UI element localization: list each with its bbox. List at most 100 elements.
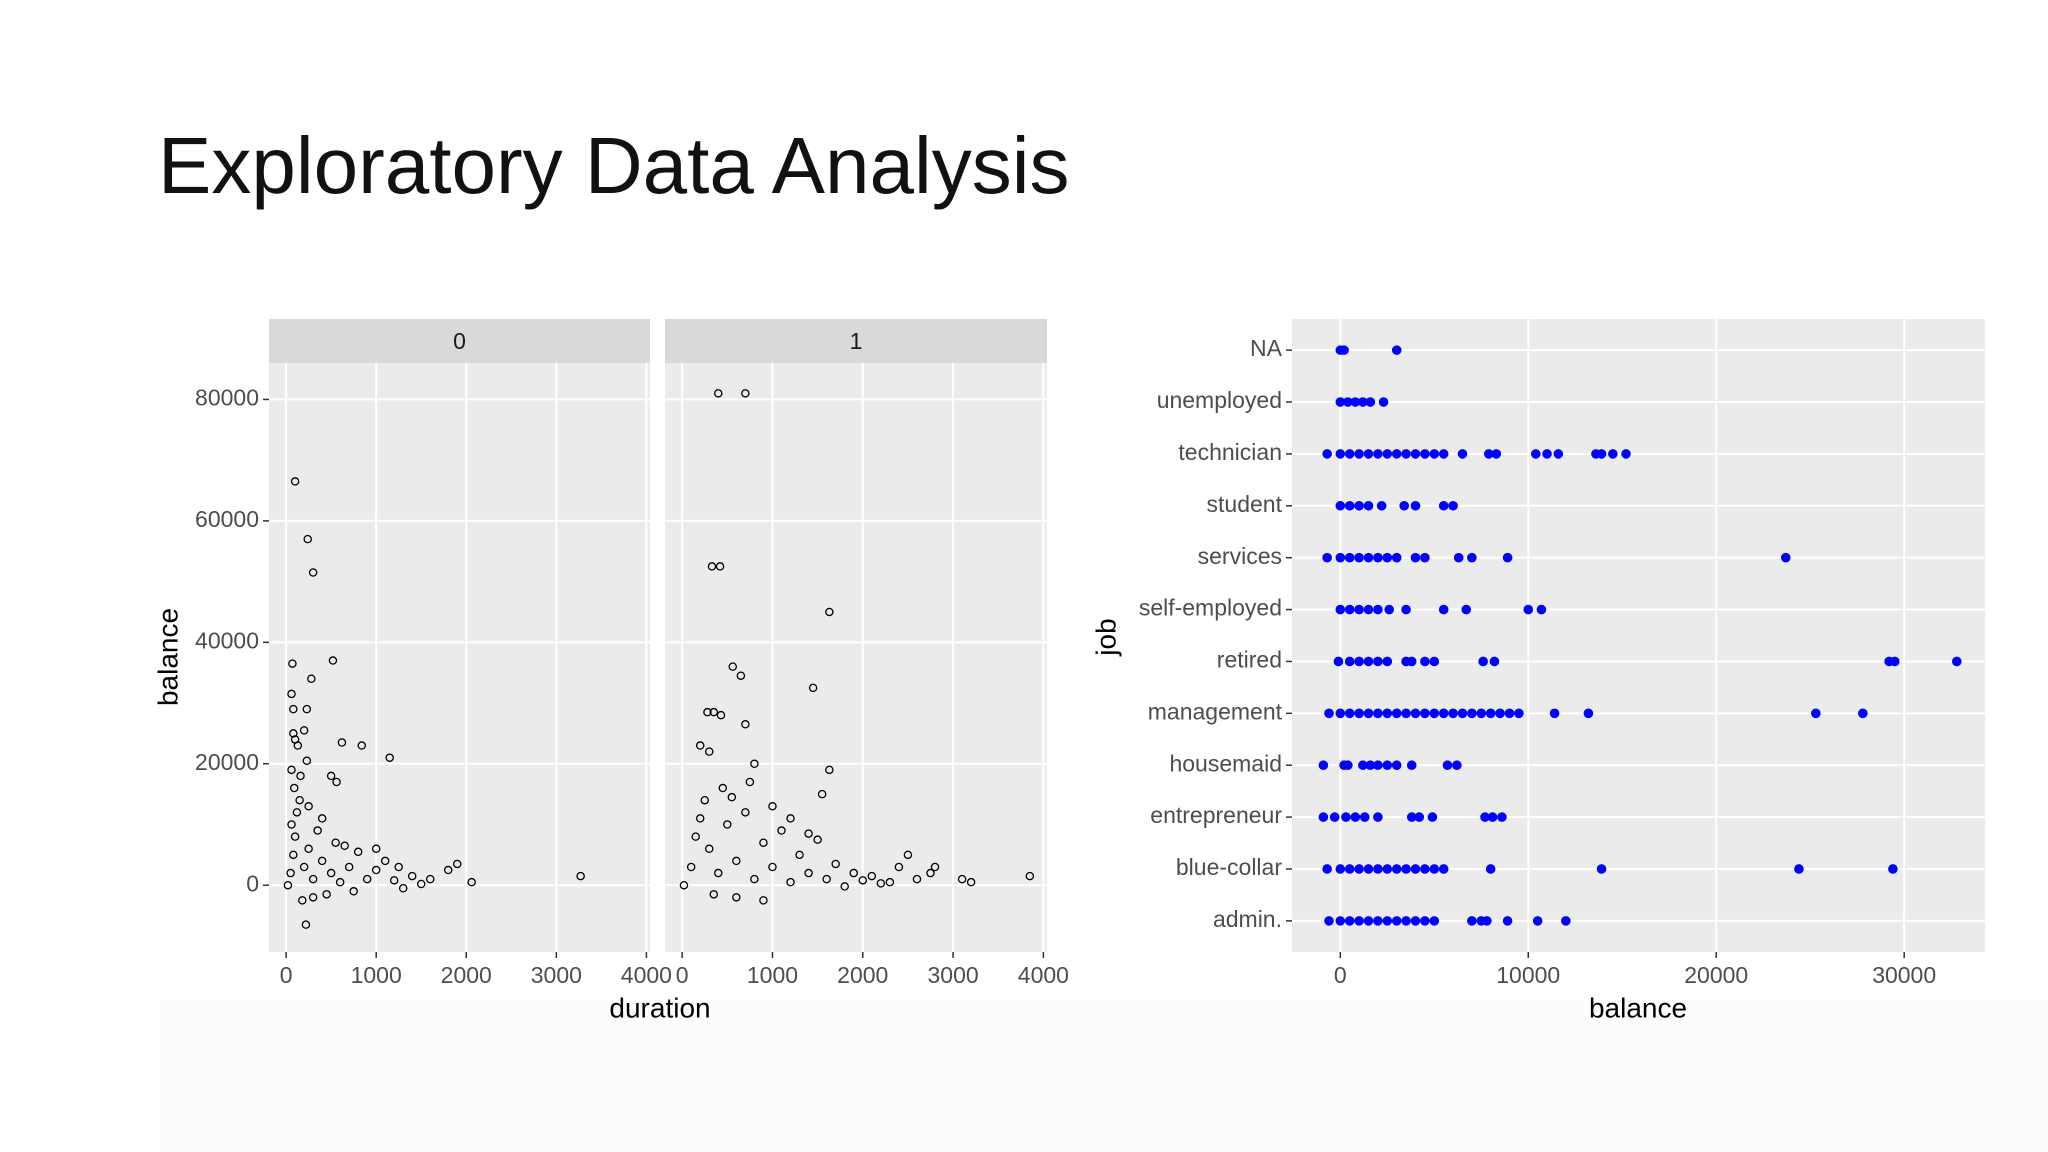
- point: [831, 859, 840, 869]
- point: [1358, 760, 1368, 771]
- point: [292, 808, 302, 817]
- point: [1363, 500, 1374, 511]
- point: [1888, 864, 1898, 874]
- point: [317, 856, 327, 866]
- point: [1382, 864, 1393, 874]
- point: [337, 738, 347, 747]
- point: [1794, 864, 1804, 874]
- panel-background: [665, 363, 1047, 952]
- point: [686, 862, 696, 872]
- point: [1363, 864, 1374, 874]
- point: [1318, 760, 1329, 771]
- point: [1354, 864, 1364, 874]
- point: [293, 741, 303, 750]
- point: [736, 671, 746, 680]
- point: [1344, 656, 1355, 667]
- point: [1596, 449, 1607, 459]
- panel-background: [1292, 319, 1985, 952]
- point: [1344, 449, 1355, 459]
- point: [732, 856, 741, 866]
- point: [1410, 552, 1421, 563]
- point: [335, 877, 345, 887]
- point: [1410, 864, 1421, 874]
- point: [1382, 916, 1393, 926]
- point: [1344, 604, 1355, 615]
- point: [1420, 552, 1430, 563]
- point: [326, 868, 336, 878]
- point: [1504, 708, 1515, 719]
- point: [1429, 708, 1440, 719]
- point: [326, 771, 336, 781]
- point: [1363, 916, 1374, 926]
- point: [714, 868, 723, 878]
- point: [1453, 552, 1464, 563]
- point: [467, 877, 476, 887]
- point: [1341, 812, 1351, 822]
- point: [1438, 449, 1449, 459]
- point: [1438, 708, 1449, 719]
- point: [332, 777, 341, 787]
- point: [741, 389, 750, 398]
- point: [289, 729, 298, 738]
- point: [1401, 864, 1411, 874]
- point: [759, 838, 768, 847]
- y-tick-label: unemployed: [1157, 387, 1282, 413]
- point: [957, 874, 967, 884]
- point: [695, 741, 705, 750]
- point: [700, 795, 709, 805]
- y-tick-label: 40000: [195, 627, 259, 653]
- point: [691, 832, 700, 841]
- point: [286, 868, 295, 878]
- point: [876, 879, 886, 888]
- point: [1438, 500, 1449, 511]
- point: [1335, 397, 1346, 407]
- point: [1420, 708, 1430, 719]
- point: [1489, 656, 1500, 667]
- point: [786, 814, 795, 823]
- point: [1427, 812, 1438, 822]
- point: [1354, 708, 1364, 719]
- point: [304, 802, 313, 811]
- point: [299, 862, 309, 872]
- point: [840, 882, 849, 891]
- point: [308, 893, 318, 902]
- point: [1420, 864, 1430, 874]
- x-tick-label: 1000: [351, 962, 402, 988]
- y-axis-title: balance: [152, 608, 183, 706]
- point: [398, 883, 408, 893]
- point: [289, 850, 298, 860]
- point: [1429, 656, 1440, 667]
- point: [1354, 656, 1364, 667]
- point: [301, 920, 311, 929]
- y-tick-label: technician: [1178, 439, 1282, 465]
- y-tick-label: admin.: [1213, 906, 1282, 932]
- point: [304, 844, 313, 854]
- point: [371, 844, 381, 854]
- point: [344, 862, 354, 872]
- x-tick-label: 30000: [1872, 962, 1936, 988]
- point: [331, 838, 340, 847]
- point: [1363, 708, 1374, 719]
- point: [289, 783, 299, 793]
- point: [732, 893, 741, 902]
- facet-label: 1: [850, 328, 863, 354]
- point: [1487, 812, 1498, 822]
- point: [1448, 708, 1458, 719]
- x-tick-label: 4000: [621, 962, 672, 988]
- point: [380, 856, 390, 866]
- point: [1344, 864, 1355, 874]
- point: [1391, 864, 1402, 874]
- point: [1363, 604, 1374, 615]
- point: [1373, 760, 1383, 771]
- point: [385, 753, 394, 762]
- point: [1373, 552, 1383, 563]
- point: [357, 741, 367, 750]
- x-tick-label: 2000: [441, 962, 492, 988]
- point: [1780, 552, 1791, 563]
- point: [1376, 500, 1387, 511]
- point: [443, 865, 453, 875]
- point: [1401, 449, 1411, 459]
- point: [303, 534, 312, 544]
- point: [1523, 604, 1534, 615]
- point: [1553, 449, 1564, 459]
